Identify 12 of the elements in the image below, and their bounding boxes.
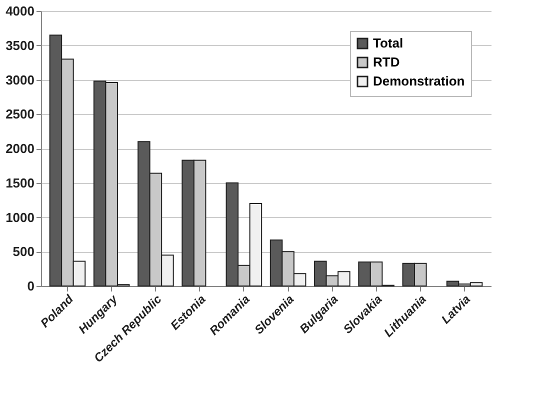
y-tick-label: 4000: [6, 4, 34, 18]
legend-label: RTD: [373, 54, 400, 70]
legend-label: Demonstration: [373, 74, 465, 88]
y-tick-label: 2500: [6, 106, 34, 122]
legend-label: Total: [373, 36, 404, 50]
y-tick-label: 1000: [6, 210, 34, 225]
y-tick-label: 2000: [6, 141, 34, 156]
y-tick-label: 3000: [6, 72, 34, 88]
y-tick-label: 500: [12, 244, 34, 260]
y-tick-label: 0: [27, 278, 34, 294]
y-tick-label: 1500: [6, 175, 34, 190]
y-tick-label: 3500: [6, 38, 34, 53]
